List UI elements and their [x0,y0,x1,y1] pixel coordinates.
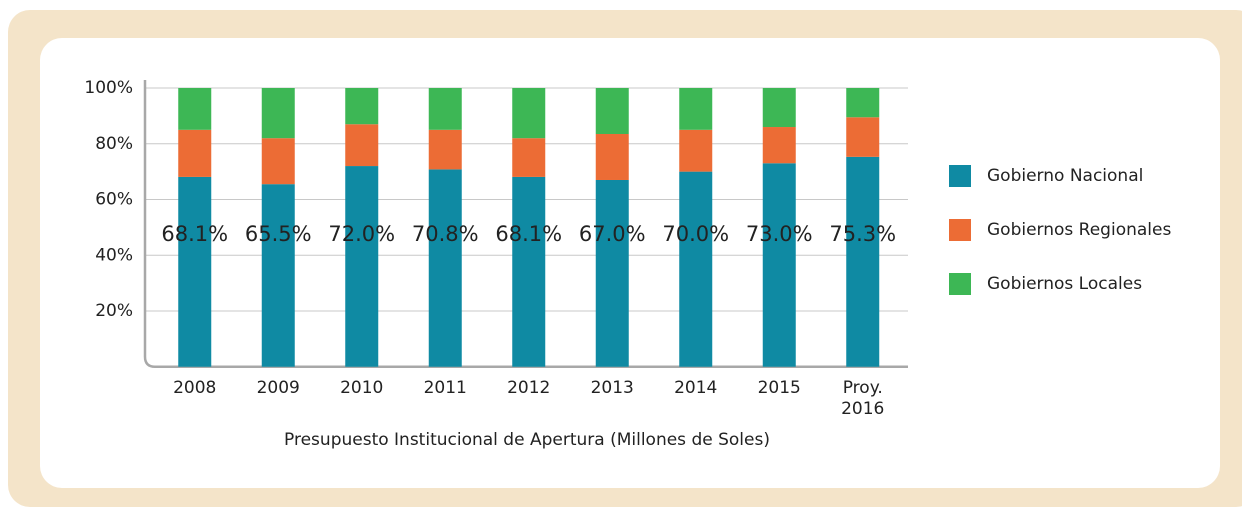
y-tick-label: 20% [95,301,133,321]
bar-segment [178,129,212,177]
bar-segment [846,88,880,118]
x-tick-label: 2014 [674,378,718,398]
bar-segment [679,171,713,367]
bar-segment [846,117,880,157]
x-tick-label: 2008 [173,378,217,398]
bar-segment [595,88,629,134]
data-label: 72.0% [328,222,395,246]
bar-segment [512,176,546,367]
bar-segment [679,129,713,172]
x-tick-label: Proy. 2016 [841,378,885,419]
data-label: 73.0% [746,222,813,246]
data-label: 65.5% [245,222,312,246]
bar-segment [428,169,462,367]
bar-segment [762,88,796,128]
data-label: 68.1% [161,222,228,246]
bar-segment [762,163,796,367]
bar-segment [512,88,546,139]
bar-segment [512,138,546,177]
y-tick-label: 40% [95,245,133,265]
bar-segment [345,124,379,167]
legend-swatch [949,219,971,241]
bar-segment [345,88,379,125]
bar-segment [595,179,629,367]
x-tick-label: 2010 [340,378,384,398]
data-label: 67.0% [579,222,646,246]
legend-label: Gobiernos Locales [987,274,1142,294]
y-tick-label: 100% [84,78,133,98]
bar-segment [428,129,462,170]
bar-segment [595,133,629,180]
x-tick-label: 2009 [256,378,300,398]
x-tick-label: 2015 [757,378,801,398]
data-label: 75.3% [829,222,896,246]
legend-swatch [949,165,971,187]
bar-segment [261,138,295,185]
bar-segment [846,156,880,367]
bar-segment [178,176,212,367]
data-label: 68.1% [495,222,562,246]
chart-panel [40,38,1220,488]
legend-label: Gobierno Nacional [987,166,1143,186]
bar-segment [261,88,295,139]
x-axis-label: Presupuesto Institucional de Apertura (M… [284,430,770,450]
bar-segment [178,88,212,130]
data-label: 70.0% [662,222,729,246]
bar-segment [428,88,462,130]
data-label: 70.8% [412,222,479,246]
bar-segment [345,166,379,367]
x-tick-label: 2011 [423,378,467,398]
legend-swatch [949,273,971,295]
bar-segment [679,88,713,130]
bar-segment [762,127,796,164]
bar-segment [261,184,295,367]
y-tick-label: 80% [95,134,133,154]
legend-label: Gobiernos Regionales [987,220,1171,240]
axis-line [143,80,908,368]
x-tick-label: 2013 [590,378,634,398]
y-tick-label: 60% [95,190,133,210]
x-tick-label: 2012 [507,378,551,398]
